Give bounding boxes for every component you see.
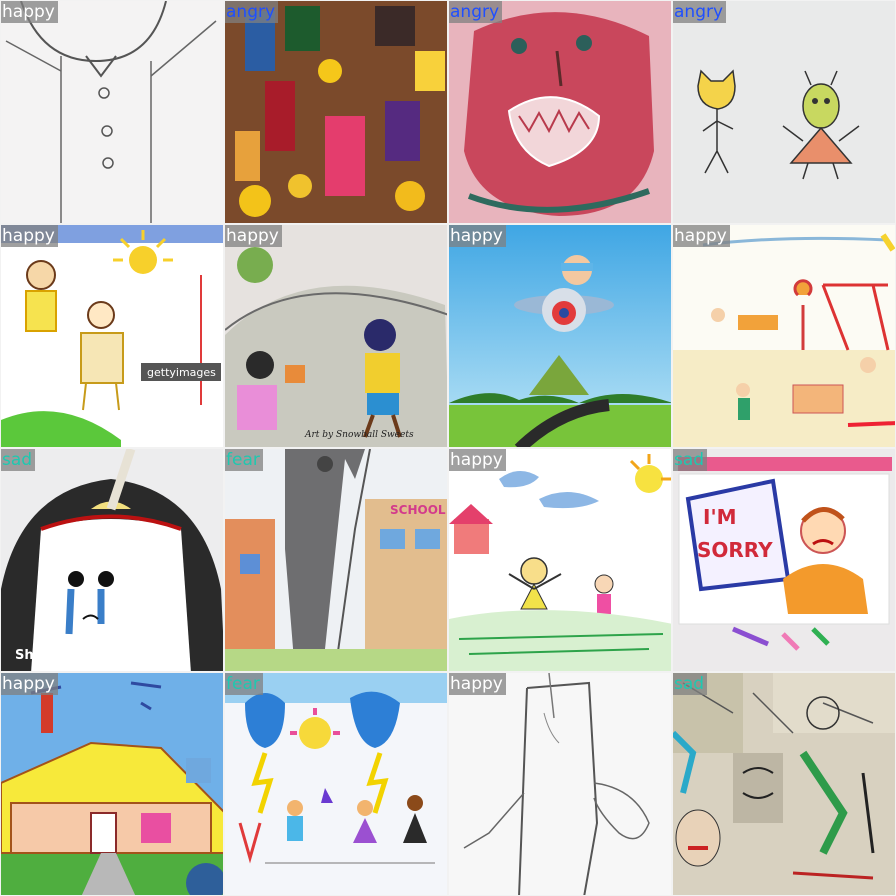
emotion-label: happy [225, 225, 282, 247]
drawing-meadow-kids [449, 449, 671, 671]
sign-line-1: I'M [703, 505, 736, 529]
emotion-label: fear [225, 673, 263, 695]
drawing-crowd-collage [225, 1, 447, 223]
emotion-label: angry [673, 1, 727, 23]
drawing-family-sun: gettyimages [1, 225, 223, 447]
emotion-label: happy [1, 1, 58, 23]
emotion-label: happy [449, 225, 506, 247]
emotion-label: angry [225, 1, 279, 23]
school-sign: SCHOOL [390, 503, 446, 517]
image-tile: SCHOOL fear [224, 448, 448, 672]
artist-caption: Art by Snowball Sweets [304, 430, 414, 440]
drawing-pilot-plane [449, 225, 671, 447]
drawing-cat-alien [673, 1, 895, 223]
image-tile: happy [0, 0, 224, 224]
emotion-label: happy [449, 673, 506, 695]
image-tile: happy [448, 224, 672, 448]
emotion-label: happy [673, 225, 730, 247]
drawing-outline-figure [1, 1, 223, 223]
emotion-label: sad [673, 449, 708, 471]
drawing-sorry-sign: I'M SORRY [673, 449, 895, 671]
image-tile: Shorts sad [0, 448, 224, 672]
image-tile: sad [672, 672, 896, 896]
gettyimages-watermark: gettyimages [147, 366, 216, 379]
emotion-label: sad [1, 449, 36, 471]
drawing-kids-gift: Art by Snowball Sweets [225, 225, 447, 447]
drawing-gown-sketch [449, 673, 671, 895]
emotion-label: happy [1, 225, 58, 247]
emotion-label: fear [225, 449, 263, 471]
emotion-label: happy [449, 449, 506, 471]
emotion-label: angry [449, 1, 503, 23]
drawing-sketch-collage [673, 673, 895, 895]
image-tile: angry [672, 0, 896, 224]
image-tile: angry [224, 0, 448, 224]
drawing-playground [673, 225, 895, 447]
drawing-lightning-crowd [225, 673, 447, 895]
drawing-pink-face [449, 1, 671, 223]
image-tile: Art by Snowball Sweets happy [224, 224, 448, 448]
image-tile: happy [672, 224, 896, 448]
image-tile: happy [448, 672, 672, 896]
sign-line-2: SORRY [697, 538, 773, 562]
image-tile: fear [224, 672, 448, 896]
image-tile: happy [0, 672, 224, 896]
image-tile: gettyimages happy [0, 224, 224, 448]
drawing-storm-school: SCHOOL [225, 449, 447, 671]
drawing-yellow-house [1, 673, 223, 895]
drawing-crying-girl: Shorts [1, 449, 223, 671]
image-tile: angry [448, 0, 672, 224]
image-tile: happy [448, 448, 672, 672]
shorts-watermark: Shorts [15, 648, 63, 663]
emotion-label: happy [1, 673, 58, 695]
image-tile: I'M SORRY sad [672, 448, 896, 672]
emotion-label: sad [673, 673, 708, 695]
